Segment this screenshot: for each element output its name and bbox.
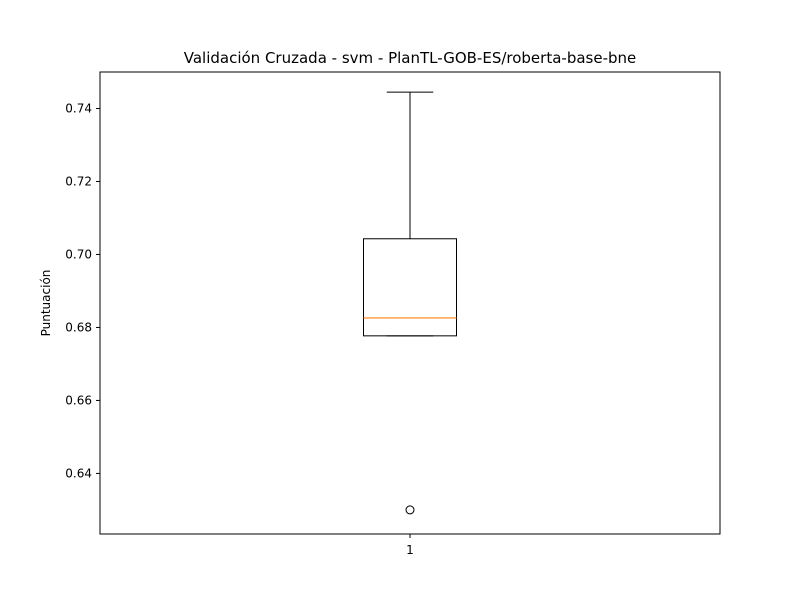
x-axis: 1 bbox=[406, 534, 414, 557]
y-tick-label: 0.68 bbox=[65, 320, 92, 334]
y-tick-label: 0.66 bbox=[65, 393, 92, 407]
y-tick-label: 0.74 bbox=[65, 101, 92, 115]
chart-title: Validación Cruzada - svm - PlanTL-GOB-ES… bbox=[184, 49, 637, 67]
y-tick-label: 0.64 bbox=[65, 466, 92, 480]
iqr-box bbox=[363, 238, 457, 337]
y-axis-label: Puntuación bbox=[39, 270, 53, 337]
y-tick-label: 0.72 bbox=[65, 174, 92, 188]
x-tick-label: 1 bbox=[406, 543, 414, 557]
y-tick-label: 0.70 bbox=[65, 247, 92, 261]
y-axis: 0.64 0.66 0.68 0.70 0.72 0.74 bbox=[65, 101, 100, 480]
outlier-point bbox=[405, 505, 415, 515]
box-series bbox=[363, 91, 457, 515]
